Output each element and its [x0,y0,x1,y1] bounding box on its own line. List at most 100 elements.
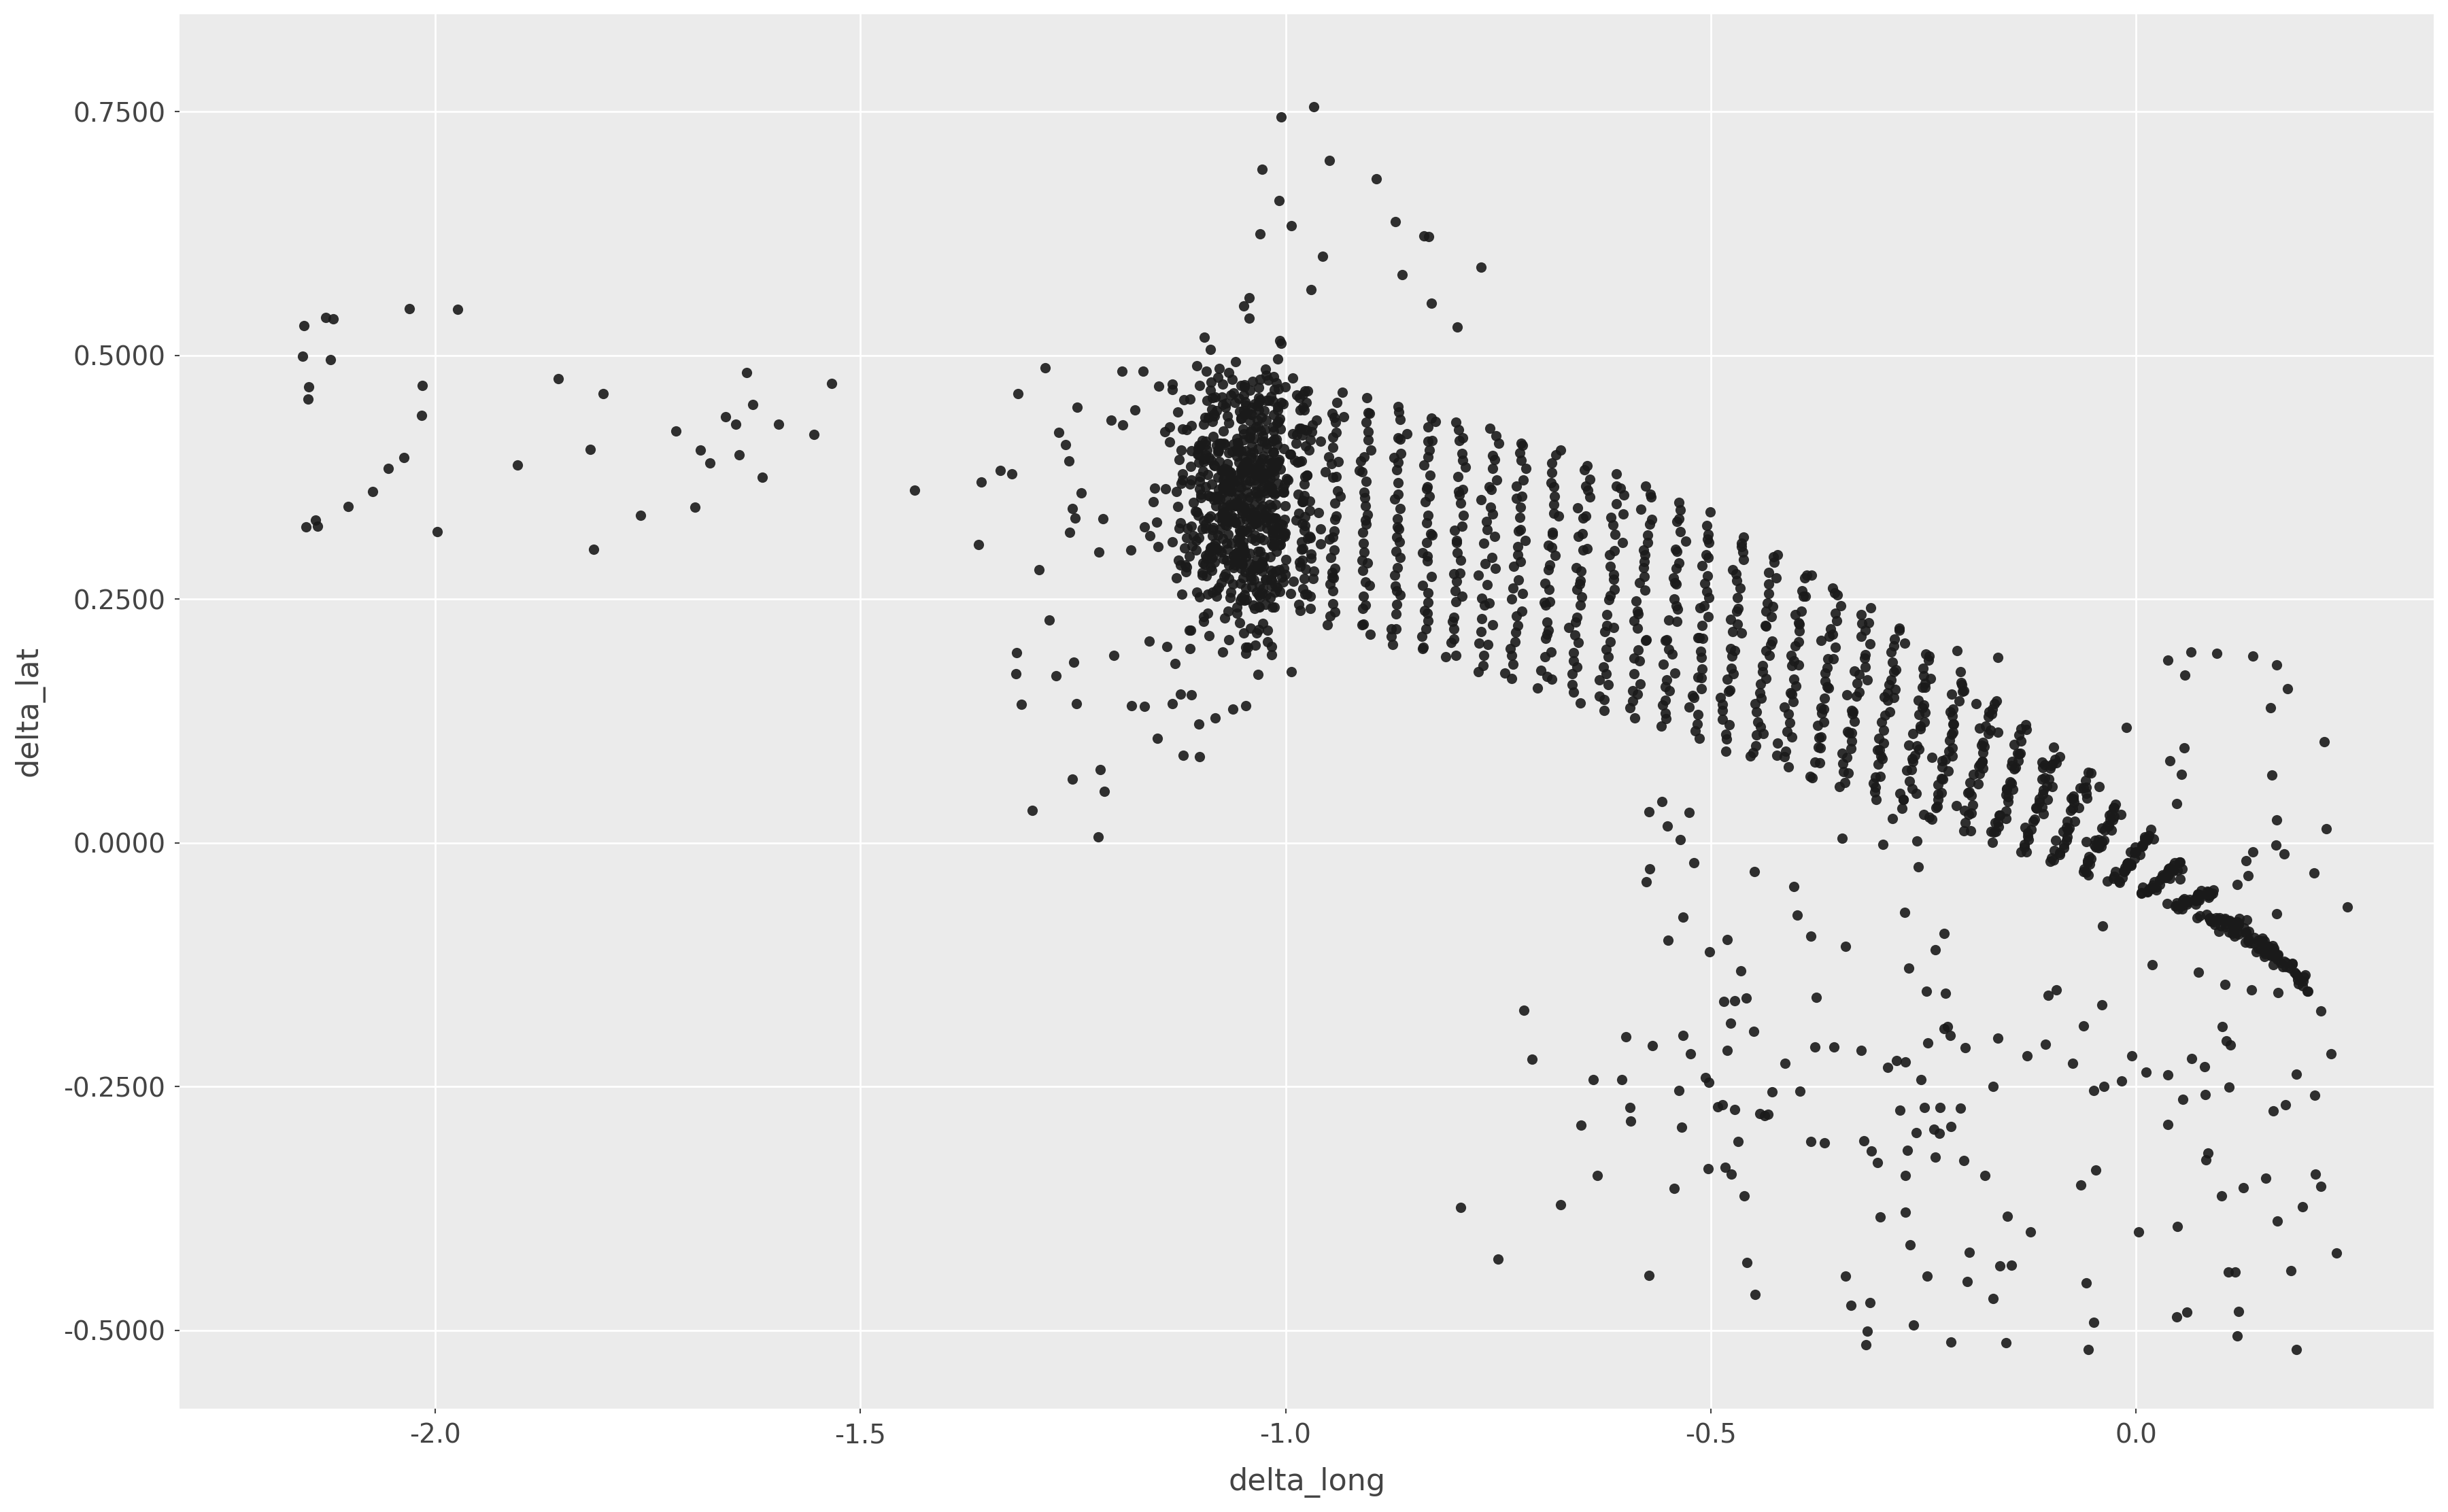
Point [1376,617,1415,641]
Point [1187,546,1226,570]
Point [1256,514,1295,538]
Point [1251,494,1290,519]
Point [1173,534,1212,558]
Point [1185,411,1224,435]
Point [1559,631,1599,655]
Point [1435,561,1474,585]
Point [1403,541,1442,565]
Point [1856,765,1895,789]
Point [1271,659,1310,683]
Point [1736,1282,1775,1306]
Point [1378,470,1417,494]
Point [1346,386,1386,410]
Point [1222,519,1261,543]
Point [1258,472,1297,496]
Point [1995,758,2034,782]
Point [1273,366,1312,390]
Point [1246,593,1285,617]
Point [1848,611,1887,635]
Point [1344,485,1383,510]
Point [1187,438,1226,463]
Point [1204,500,1244,525]
Point [1190,541,1229,565]
Point [1645,700,1684,724]
Point [1572,467,1611,491]
Point [1187,358,1226,383]
Point [1412,290,1452,314]
Point [2000,839,2039,863]
Point [1317,420,1356,445]
Point [1474,612,1513,637]
Point [1567,454,1606,478]
Point [1236,596,1275,620]
Point [1229,425,1268,449]
Point [2196,906,2235,930]
Point [1863,711,1902,735]
Point [2252,943,2291,968]
Point [1195,531,1234,555]
Point [1246,458,1285,482]
Point [1263,570,1302,594]
Point [1802,629,1841,653]
Point [1408,581,1447,605]
Point [1231,443,1271,467]
Point [1777,903,1816,927]
Point [1187,463,1226,487]
Point [1285,505,1324,529]
Point [1706,723,1745,747]
Point [1280,593,1319,617]
Point [1687,1064,1726,1089]
Point [2149,857,2189,881]
Point [1146,476,1185,500]
Point [2012,1220,2051,1244]
Point [1231,469,1271,493]
Point [1200,517,1239,541]
Point [1875,627,1914,652]
Point [2024,765,2064,789]
Point [296,508,335,532]
Point [1716,638,1755,662]
Point [1718,612,1758,637]
Point [1055,507,1094,531]
Point [2206,972,2245,996]
Point [1748,614,1787,638]
Point [1907,1264,1946,1288]
Point [1187,600,1226,624]
Point [1851,1290,1890,1314]
Point [1770,702,1809,726]
Point [1802,702,1841,726]
Point [2120,1220,2159,1244]
Point [1197,537,1236,561]
Point [1224,375,1263,399]
Point [1256,559,1295,584]
Point [1978,810,2017,835]
Point [1461,256,1501,280]
Point [1244,528,1283,552]
Point [2120,842,2159,866]
Point [1461,587,1501,611]
Point [1263,392,1302,416]
Point [1442,549,1481,573]
Point [1716,569,1755,593]
Point [1596,473,1635,497]
Point [2037,978,2076,1002]
Point [1657,609,1696,634]
Point [1261,457,1300,481]
Point [1905,674,1944,699]
Point [1408,476,1447,500]
Point [1770,754,1809,779]
Point [2279,968,2318,992]
Point [1310,528,1349,552]
Point [1202,475,1241,499]
Point [1192,410,1231,434]
Point [1234,505,1273,529]
Point [1990,770,2029,794]
Point [1887,759,1927,783]
Point [1973,1075,2012,1099]
Point [1900,854,1939,878]
Point [1204,508,1244,532]
Point [1212,461,1251,485]
Point [1625,475,1665,499]
Point [1192,337,1231,361]
Point [1900,703,1939,727]
